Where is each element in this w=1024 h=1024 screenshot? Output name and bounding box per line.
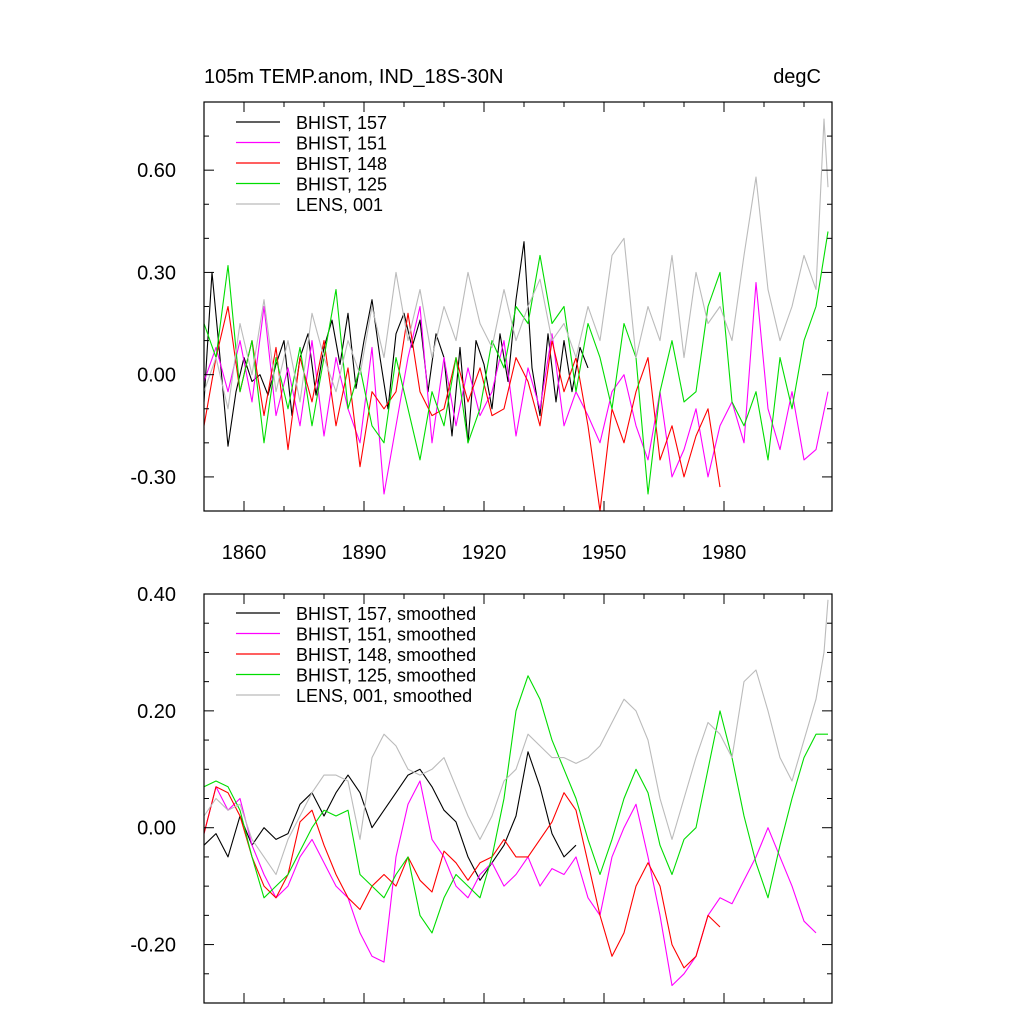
series-line (203, 282, 829, 495)
y-tick-label: 0.00 (137, 818, 176, 840)
x-tick-label: 1980 (702, 542, 747, 564)
x-tick-label: 1890 (342, 542, 387, 564)
legend-entry: BHIST, 157, smoothed (296, 604, 476, 624)
bottom-panel: -0.200.000.200.40 BHIST, 157, smoothedBH… (130, 584, 833, 1004)
legend-entry: LENS, 001 (296, 195, 383, 215)
y-tick-label: 0.30 (137, 262, 176, 284)
series-line (203, 305, 721, 512)
y-tick-label: -0.20 (130, 935, 176, 957)
x-tick-label: 1950 (582, 542, 627, 564)
legend-entry: BHIST, 151 (296, 134, 387, 154)
series-line (203, 780, 817, 987)
panel-units-label: degC (773, 66, 821, 88)
panel-title: 105m TEMP.anom, IND_18S-30N (204, 66, 503, 88)
legend-entry: BHIST, 148, smoothed (296, 645, 476, 665)
tick-layer: -0.20 0.00 0.20 0.40 (130, 584, 832, 1003)
legend-entry: BHIST, 125 (296, 175, 387, 195)
legend-entry: BHIST, 148 (296, 154, 387, 174)
top-panel: 105m TEMP.anom, IND_18S-30N degC 1860 189… (130, 66, 833, 564)
tick-layer: 1860 1890 1920 1950 1980 -0.30 0.00 0.30 0.60 (130, 101, 832, 564)
series-line (203, 118, 829, 410)
legend-entry: BHIST, 157 (296, 113, 387, 133)
series-layer (203, 118, 829, 512)
series-line (203, 599, 829, 876)
legend-entry: BHIST, 125, smoothed (296, 666, 476, 686)
y-tick-label: 0.40 (137, 584, 176, 606)
x-tick-label: 1920 (462, 542, 507, 564)
y-tick-label: 0.20 (137, 701, 176, 723)
y-tick-label: -0.30 (130, 467, 176, 489)
series-line (203, 751, 577, 881)
series-line (203, 675, 828, 934)
x-tick-label: 1860 (222, 542, 267, 564)
legend-entry: LENS, 001, smoothed (296, 686, 472, 706)
series-layer (203, 599, 829, 987)
series-line (203, 231, 829, 495)
series-line (203, 786, 721, 969)
legend-entry: BHIST, 151, smoothed (296, 625, 476, 645)
y-tick-label: 0.60 (137, 160, 176, 182)
y-tick-label: 0.00 (137, 365, 176, 387)
